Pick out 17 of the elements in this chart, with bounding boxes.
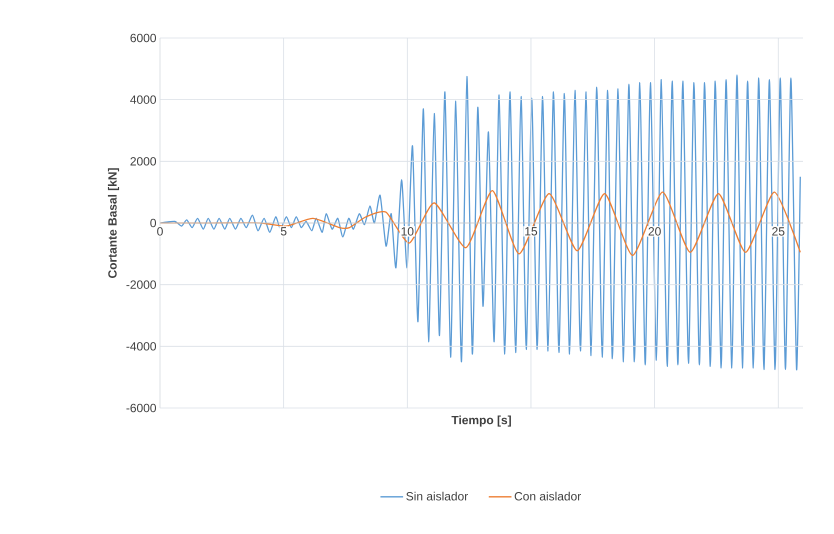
y-tick-label: -6000	[126, 404, 156, 412]
x-tick-label: 10	[402, 227, 414, 236]
x-tick-label: 15	[525, 227, 538, 236]
y-tick-label: 2000	[130, 157, 156, 166]
y-tick-label: 6000	[130, 34, 156, 42]
y-tick-label: -2000	[126, 280, 156, 289]
y-tick-label: -4000	[126, 342, 156, 351]
x-tick-label: 25	[772, 227, 784, 236]
y-tick-label: 0	[150, 218, 156, 228]
legend-label: Con aislador	[514, 492, 581, 500]
y-tick-label: 4000	[130, 95, 156, 104]
x-tick-label: 20	[648, 227, 661, 236]
legend-label: Sin aislador	[406, 492, 468, 500]
x-tick-label: 5	[280, 227, 286, 236]
x-tick-label: 0	[157, 227, 163, 236]
x-axis-title: Tiempo [s]	[452, 416, 511, 427]
y-axis-title: Cortante Basal [kN]	[108, 168, 120, 278]
